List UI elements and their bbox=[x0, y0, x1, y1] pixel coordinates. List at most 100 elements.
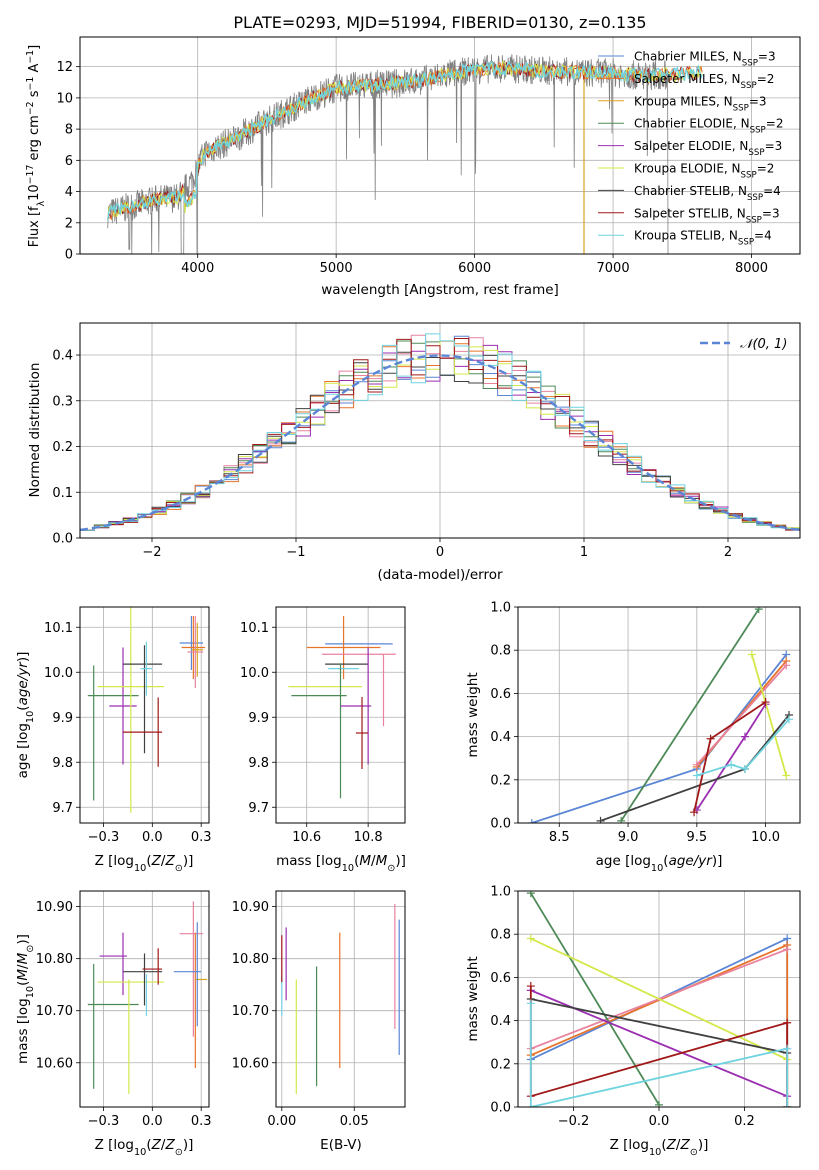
x-axis-label: Z [log10(Z/Z⊙)] bbox=[610, 1137, 709, 1158]
ageZ-xtick-label: 0.0 bbox=[142, 830, 163, 845]
residuals-ytick-label: 0.4 bbox=[52, 349, 73, 364]
weight-point-marker bbox=[706, 734, 715, 743]
ageZ-ytick-label: 10.0 bbox=[44, 666, 73, 681]
weight-point-marker bbox=[782, 771, 791, 780]
residuals-ytick-label: 0.1 bbox=[52, 486, 73, 501]
massE-xtick-label: 0.05 bbox=[340, 1114, 369, 1129]
x-axis-label: Z [log10(Z/Z⊙)] bbox=[95, 853, 194, 874]
y-axis-label: mass [log10(M/M⊙)] bbox=[15, 934, 36, 1064]
spectrum-ytick-label: 0 bbox=[65, 248, 73, 263]
massZ-ytick-label: 10.70 bbox=[36, 1004, 73, 1019]
weight-point-marker bbox=[526, 982, 535, 991]
weight-series-line bbox=[530, 998, 788, 1054]
residuals-frame bbox=[79, 322, 801, 539]
mass-weight-vs-metallicity-panel: −0.2 0.0 0.2 0.0 0.2 0.4 0.6 0.8 1.0 Z [log10(Z/Z… bbox=[465, 885, 801, 1158]
legend-label: Kroupa STELIB, NSSP=4 bbox=[634, 229, 772, 248]
mwZ-xtick-label: 0.2 bbox=[734, 1114, 755, 1129]
mass-vs-metallicity-panel: −0.3 0.0 0.3 10.60 10.70 10.80 10.90 Z [log10(Z… bbox=[15, 890, 212, 1158]
weight-series-line bbox=[696, 718, 790, 777]
x-axis-label: (data-model)/error bbox=[377, 567, 503, 583]
mwAge-ytick-label: 0.4 bbox=[490, 730, 511, 745]
ageZ-frame bbox=[79, 606, 210, 824]
residual-histogram-step bbox=[80, 333, 800, 531]
massZ-xtick-label: −0.3 bbox=[88, 1114, 120, 1129]
mwZ-ytick-label: 1.0 bbox=[490, 885, 511, 900]
weight-point-marker bbox=[617, 816, 626, 823]
weight-point-marker bbox=[740, 765, 749, 773]
mwAge-frame bbox=[517, 606, 801, 824]
legend-label: Kroupa MILES, NSSP=3 bbox=[634, 94, 767, 113]
legend-label: Kroupa ELODIE, NSSP=2 bbox=[634, 162, 774, 181]
ageM-ytick-label: 9.9 bbox=[248, 711, 269, 726]
weight-point-marker bbox=[783, 945, 792, 954]
legend-label: Salpeter STELIB, NSSP=3 bbox=[634, 206, 780, 225]
y-axis-label: mass weight bbox=[465, 956, 481, 1041]
weight-point-marker bbox=[784, 715, 793, 724]
ageZ-xtick-label: −0.3 bbox=[88, 830, 120, 845]
massE-xtick-label: 0.00 bbox=[267, 1114, 296, 1129]
mass-vs-ebv-panel: 0.00 0.05 10.60 10.70 10.80 10.90 E(B-V) bbox=[232, 890, 406, 1153]
spectrum-xtick-label: 7000 bbox=[597, 261, 630, 276]
residuals-ytick-label: 0.0 bbox=[52, 532, 73, 547]
age-vs-metallicity-panel: −0.3 0.0 0.3 9.7 9.8 9.9 10.0 10.1 Z [log10(Z/Z⊙… bbox=[15, 606, 212, 874]
weight-series-line bbox=[531, 653, 787, 823]
massE-ytick-label: 10.90 bbox=[232, 900, 269, 915]
ageZ-ytick-label: 9.7 bbox=[52, 801, 73, 816]
residuals-xtick-label: −2 bbox=[142, 545, 161, 560]
x-axis-label: Z [log10(Z/Z⊙)] bbox=[95, 1137, 194, 1158]
ageM-xtick-label: 10.6 bbox=[292, 830, 321, 845]
age-vs-mass-panel: 10.6 10.8 9.7 9.8 9.9 10.0 10.1 mass [log10(M/M… bbox=[240, 606, 406, 874]
weight-point-marker bbox=[782, 661, 791, 670]
spectrum-panel: 4000 5000 6000 7000 8000 0 2 4 6 8 10 12 wavelength … bbox=[25, 36, 801, 298]
spectrum-ytick-label: 12 bbox=[56, 60, 73, 75]
weight-point-marker bbox=[527, 819, 536, 823]
mwAge-xtick-label: 10.0 bbox=[751, 830, 780, 845]
weight-point-marker bbox=[747, 650, 756, 659]
mwZ-frame bbox=[517, 890, 801, 1108]
spectrum-plot-area bbox=[107, 54, 703, 254]
mwAge-xtick-label: 8.5 bbox=[549, 830, 570, 845]
mwAge-plot-area bbox=[527, 607, 793, 823]
residuals-ytick-label: 0.2 bbox=[52, 440, 73, 455]
x-axis-label: E(B-V) bbox=[320, 1137, 362, 1153]
weight-series-line bbox=[696, 664, 787, 766]
ageZ-plot-area bbox=[87, 607, 206, 813]
massE-frame bbox=[275, 890, 406, 1108]
mwZ-ytick-label: 0.2 bbox=[490, 1057, 511, 1072]
observed-spectrum-line bbox=[107, 54, 669, 254]
weight-point-marker bbox=[740, 732, 749, 741]
weight-point-marker bbox=[783, 1018, 792, 1027]
weight-point-marker bbox=[783, 1044, 792, 1053]
ageM-frame bbox=[275, 606, 406, 824]
massZ-plot-area bbox=[87, 901, 208, 1094]
spectrum-xtick-label: 4000 bbox=[181, 261, 214, 276]
mwAge-ytick-label: 1.0 bbox=[490, 601, 511, 616]
weight-point-marker bbox=[692, 771, 701, 780]
weight-point-marker bbox=[783, 1103, 792, 1107]
ageM-plot-area bbox=[288, 616, 396, 799]
massE-ytick-label: 10.70 bbox=[232, 1004, 269, 1019]
weight-series-line bbox=[600, 714, 790, 822]
ageM-ytick-label: 10.1 bbox=[240, 621, 269, 636]
legend-label: Chabrier ELODIE, NSSP=2 bbox=[634, 117, 783, 136]
weight-series-line bbox=[529, 1003, 789, 1107]
weight-point-marker bbox=[526, 891, 535, 898]
spectrum-ytick-label: 10 bbox=[56, 91, 73, 106]
residuals-xtick-label: 1 bbox=[580, 545, 588, 560]
weight-point-marker bbox=[526, 999, 535, 1008]
weight-point-marker bbox=[526, 1103, 535, 1107]
residuals-ytick-label: 0.3 bbox=[52, 394, 73, 409]
residuals-xtick-label: 0 bbox=[436, 545, 444, 560]
mwAge-ytick-label: 0.2 bbox=[490, 773, 511, 788]
mwAge-ytick-label: 0.8 bbox=[490, 644, 511, 659]
y-axis-label: Normed distribution bbox=[27, 363, 43, 498]
residuals-xtick-label: −1 bbox=[286, 545, 305, 560]
massZ-frame bbox=[79, 890, 210, 1108]
y-axis-label: mass weight bbox=[465, 672, 481, 757]
x-axis-label: wavelength [Angstrom, rest frame] bbox=[321, 282, 559, 298]
mwZ-plot-area bbox=[526, 891, 792, 1107]
ageZ-ytick-label: 9.8 bbox=[52, 756, 73, 771]
model-spectrum-line bbox=[107, 61, 703, 221]
mwAge-xtick-label: 9.5 bbox=[686, 830, 707, 845]
